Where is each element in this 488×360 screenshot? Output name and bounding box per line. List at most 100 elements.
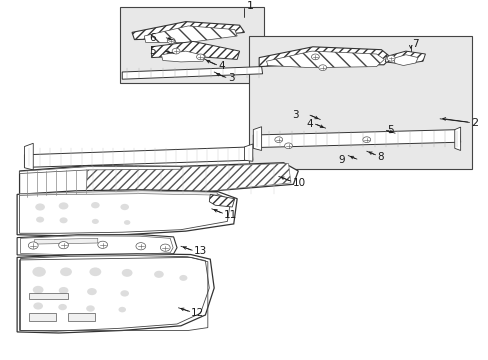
Polygon shape [24,143,33,170]
Circle shape [87,288,97,295]
Circle shape [32,267,46,277]
Polygon shape [161,51,205,62]
Circle shape [33,302,43,310]
Circle shape [31,201,49,213]
Circle shape [60,267,72,276]
Circle shape [36,217,44,222]
Circle shape [92,219,99,224]
Circle shape [87,199,103,211]
Polygon shape [20,236,173,255]
Circle shape [59,242,68,249]
Circle shape [386,55,394,61]
Text: 11: 11 [224,210,237,220]
Text: 1: 1 [246,1,253,11]
Circle shape [35,203,45,211]
Circle shape [84,264,106,280]
Text: 13: 13 [193,246,206,256]
Circle shape [362,137,370,143]
Polygon shape [259,47,390,67]
Polygon shape [122,67,262,79]
Text: 4: 4 [218,60,225,71]
Circle shape [83,285,101,298]
Circle shape [59,287,68,294]
Circle shape [29,300,47,312]
Polygon shape [20,191,217,195]
Text: 3: 3 [291,110,298,120]
Polygon shape [393,55,417,66]
Circle shape [55,199,72,212]
Text: 8: 8 [377,152,384,162]
Text: 3: 3 [227,73,234,83]
Circle shape [318,65,326,71]
Circle shape [56,215,71,226]
Circle shape [117,288,132,299]
Bar [29,293,68,299]
Circle shape [55,264,77,280]
Circle shape [122,269,132,277]
Circle shape [121,218,133,227]
Polygon shape [253,130,460,148]
Text: 9: 9 [337,155,344,165]
Circle shape [82,303,98,314]
Circle shape [59,202,68,210]
Circle shape [274,137,282,143]
Circle shape [179,275,187,281]
Polygon shape [85,163,290,196]
Text: 6: 6 [149,33,156,43]
Circle shape [28,283,48,297]
Polygon shape [385,51,425,64]
Polygon shape [20,167,181,174]
Circle shape [98,241,107,248]
Polygon shape [266,51,384,68]
Circle shape [89,267,101,276]
Text: 7: 7 [411,39,418,49]
Polygon shape [20,256,209,331]
Circle shape [154,271,163,278]
Polygon shape [454,127,460,150]
Circle shape [60,217,67,223]
Circle shape [27,263,51,281]
Circle shape [55,301,70,313]
Polygon shape [244,144,252,161]
Polygon shape [151,41,239,59]
Circle shape [172,48,180,54]
Polygon shape [20,192,230,233]
Circle shape [176,273,190,283]
Bar [120,7,264,83]
Circle shape [196,54,204,60]
Text: 10: 10 [292,178,305,188]
Circle shape [118,307,126,312]
Polygon shape [17,254,214,333]
Circle shape [311,54,319,60]
Polygon shape [34,238,98,244]
Polygon shape [17,235,177,256]
Circle shape [117,201,132,213]
Bar [29,313,56,321]
Circle shape [136,243,145,250]
Polygon shape [17,190,237,236]
Circle shape [89,217,102,226]
Text: 5: 5 [386,125,393,135]
Text: 4: 4 [305,119,312,129]
Circle shape [115,305,129,315]
Circle shape [91,202,100,208]
Circle shape [167,38,175,44]
Text: 2: 2 [470,118,477,128]
Circle shape [120,204,129,210]
Circle shape [86,305,95,312]
Circle shape [28,242,38,249]
Circle shape [284,143,292,149]
Text: 12: 12 [191,308,204,318]
Polygon shape [20,163,298,198]
Polygon shape [209,194,234,207]
Circle shape [160,244,170,251]
Polygon shape [144,26,237,42]
Circle shape [58,304,67,310]
Circle shape [33,214,47,225]
Circle shape [123,220,130,225]
Polygon shape [253,127,261,150]
Circle shape [55,284,72,297]
Circle shape [150,268,167,281]
Circle shape [33,286,43,294]
Polygon shape [24,147,252,167]
